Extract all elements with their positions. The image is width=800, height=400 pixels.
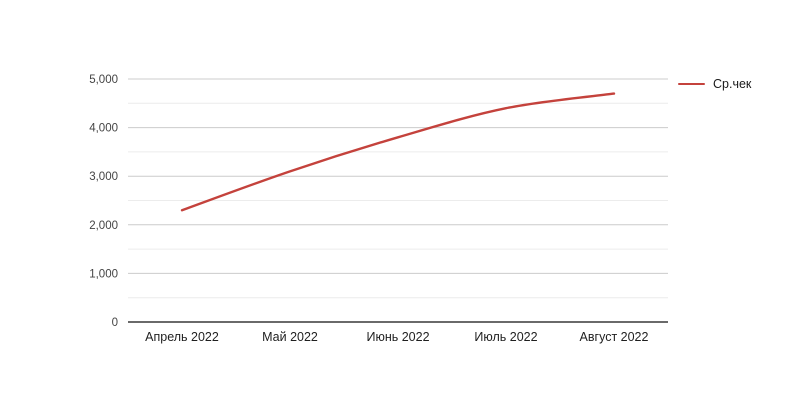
y-tick-label: 5,000 [89, 74, 118, 86]
y-tick-label: 3,000 [89, 171, 118, 183]
legend: Ср.чек [678, 77, 751, 91]
x-tick-label: Август 2022 [580, 330, 649, 344]
x-tick-label: Апрель 2022 [145, 330, 219, 344]
x-tick-label: Май 2022 [262, 330, 318, 344]
y-tick-label: 0 [112, 317, 118, 329]
y-tick-label: 2,000 [89, 220, 118, 232]
x-tick-label: Июнь 2022 [366, 330, 429, 344]
y-tick-label: 1,000 [89, 268, 118, 280]
y-tick-label: 4,000 [89, 123, 118, 135]
x-tick-label: Июль 2022 [474, 330, 537, 344]
series-line-sr-chek [180, 92, 616, 212]
legend-series-label: Ср.чек [713, 77, 752, 91]
legend-line-swatch [678, 82, 705, 86]
